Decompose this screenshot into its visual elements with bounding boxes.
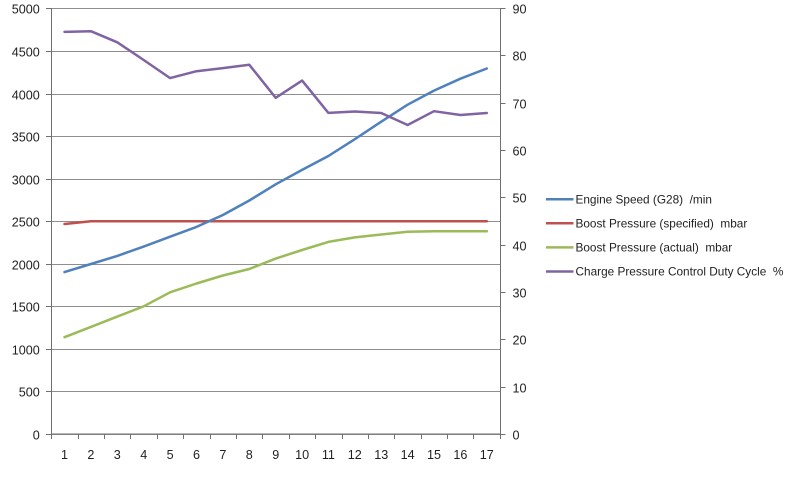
svg-text:1000: 1000 [12, 344, 40, 358]
svg-text:13: 13 [374, 448, 388, 462]
svg-text:2: 2 [87, 448, 94, 462]
svg-text:5000: 5000 [12, 3, 40, 17]
svg-text:6: 6 [193, 448, 200, 462]
svg-text:8: 8 [246, 448, 253, 462]
svg-text:15: 15 [427, 448, 441, 462]
svg-text:1500: 1500 [12, 301, 40, 315]
svg-text:7: 7 [219, 448, 226, 462]
svg-text:4000: 4000 [12, 89, 40, 103]
svg-text:3000: 3000 [12, 174, 40, 188]
svg-text:20: 20 [513, 334, 527, 348]
svg-text:70: 70 [513, 98, 527, 112]
svg-text:2000: 2000 [12, 259, 40, 273]
svg-text:0: 0 [33, 429, 40, 443]
svg-text:Charge Pressure Control Duty C: Charge Pressure Control Duty Cycle % [576, 265, 784, 279]
svg-text:90: 90 [513, 3, 527, 17]
svg-text:Engine Speed (G28) /min: Engine Speed (G28) /min [576, 192, 712, 206]
svg-text:2500: 2500 [12, 216, 40, 230]
svg-text:Boost Pressure (specified) mb: Boost Pressure (specified) mbar [576, 217, 748, 231]
svg-text:500: 500 [19, 386, 40, 400]
svg-text:5: 5 [167, 448, 174, 462]
svg-text:50: 50 [513, 192, 527, 206]
svg-text:0: 0 [513, 429, 520, 443]
svg-text:3: 3 [114, 448, 121, 462]
svg-text:4: 4 [140, 448, 147, 462]
svg-text:16: 16 [453, 448, 467, 462]
svg-text:60: 60 [513, 145, 527, 159]
svg-text:10: 10 [513, 382, 527, 396]
svg-text:4500: 4500 [12, 46, 40, 60]
svg-text:10: 10 [295, 448, 309, 462]
svg-text:Boost Pressure (actual) mbar: Boost Pressure (actual) mbar [576, 241, 733, 255]
svg-text:1: 1 [61, 448, 68, 462]
svg-text:80: 80 [513, 50, 527, 64]
svg-text:12: 12 [348, 448, 362, 462]
svg-text:17: 17 [480, 448, 494, 462]
svg-text:14: 14 [401, 448, 415, 462]
svg-text:11: 11 [322, 448, 335, 462]
svg-text:30: 30 [513, 287, 527, 301]
svg-text:3500: 3500 [12, 131, 40, 145]
svg-text:9: 9 [272, 448, 279, 462]
svg-text:40: 40 [513, 240, 527, 254]
